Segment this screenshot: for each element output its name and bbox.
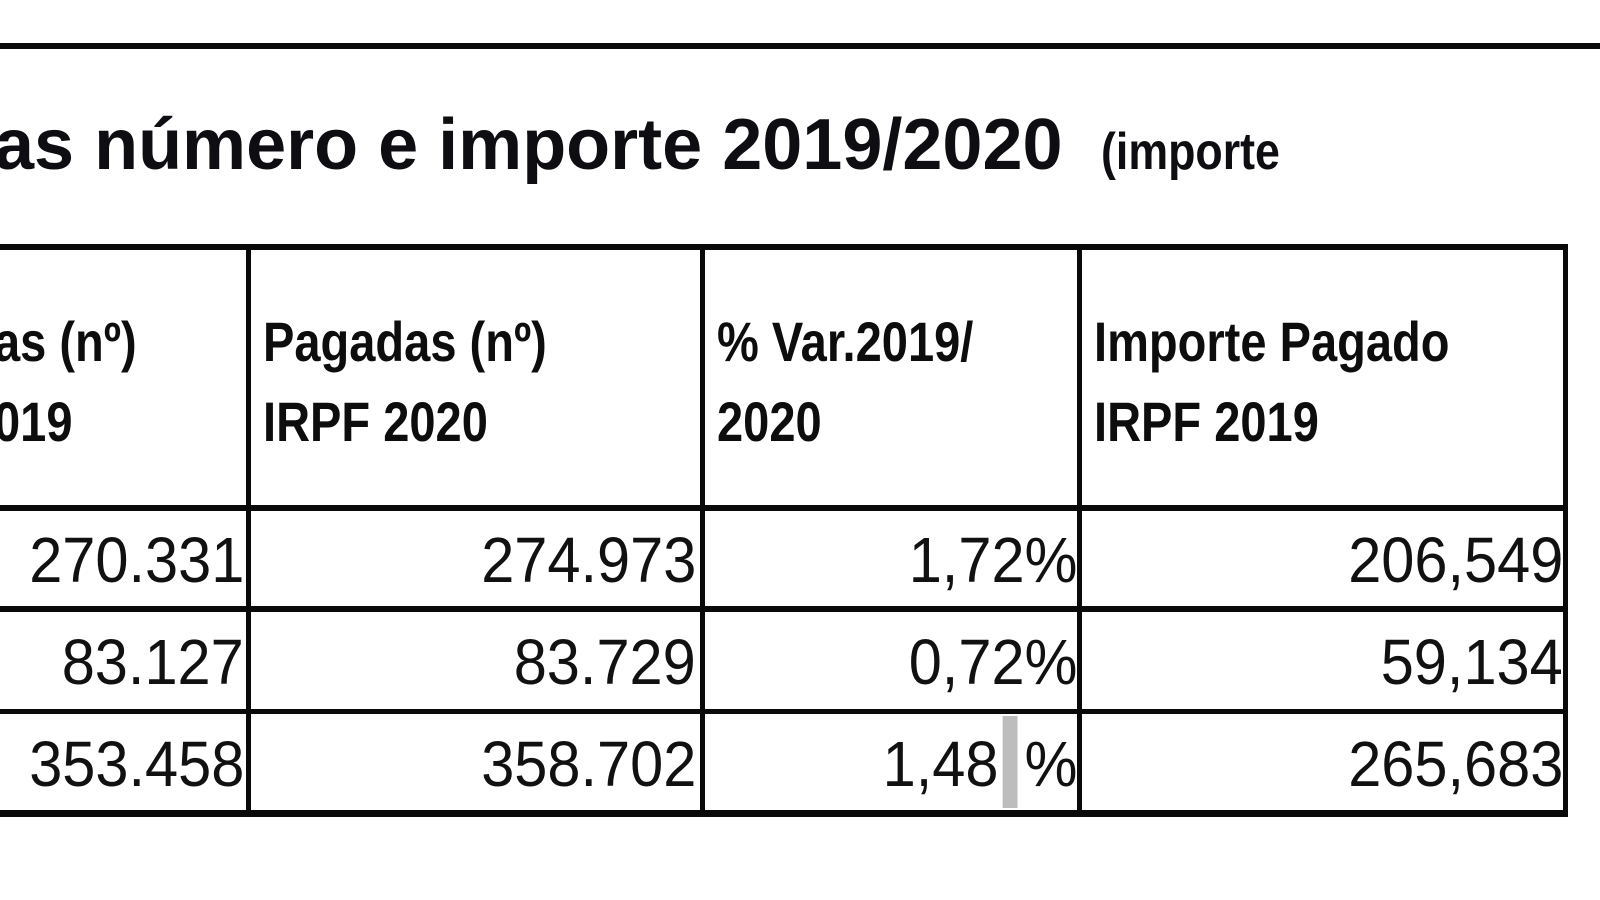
row-1-bottom-border	[0, 606, 1568, 612]
column-divider-1	[246, 244, 251, 816]
table-top-border	[0, 244, 1568, 250]
header-col4-line2: IRPF 2019	[1094, 390, 1319, 453]
header-cell-pagadas-2020[interactable]: Pagadas (nº) IRPF 2020	[251, 250, 700, 505]
table-row-2-col2[interactable]: 83.729	[513, 626, 696, 698]
row-2-bottom-border	[0, 709, 1568, 714]
header-col3-line2: 2020	[717, 390, 822, 453]
header-col2-line1: Pagadas (nº)	[263, 310, 547, 373]
header-bottom-border	[0, 505, 1568, 511]
top-border-rule	[0, 43, 1600, 49]
table-row-1-col2[interactable]: 274.973	[480, 524, 696, 596]
table-row-1-col3[interactable]: 1,72%	[908, 524, 1077, 596]
header-cell-importe-2019[interactable]: Importe Pagado IRPF 2019	[1082, 250, 1563, 505]
title-suffix: (importe	[1100, 123, 1280, 181]
header-col4-line1: Importe Pagado	[1094, 310, 1450, 373]
table-row-1-col1[interactable]: 270.331	[28, 524, 244, 596]
column-divider-2	[700, 244, 705, 816]
title-main: as número e importe	[0, 105, 703, 185]
table-row-2-col1[interactable]: 83.127	[61, 626, 244, 698]
header-col2-line2: IRPF 2020	[263, 390, 488, 453]
table-bottom-border	[0, 810, 1568, 817]
header-col3-line1: % Var.2019/	[717, 310, 974, 373]
table-row-2-col4[interactable]: 59,134	[1380, 626, 1563, 698]
title-years: 2019/2020	[722, 105, 1063, 185]
header-cell-var-2019-2020[interactable]: % Var.2019/ 2020	[705, 250, 1077, 505]
table-row-3-col2[interactable]: 358.702	[480, 728, 696, 800]
table-row-3-col1[interactable]: 353.458	[28, 728, 244, 800]
row-3-var-unit: %	[1024, 728, 1077, 800]
column-divider-4	[1563, 244, 1568, 816]
table-row-3-col3[interactable]: 1,48%	[705, 714, 1077, 810]
row-3-var-value: 1,48	[882, 728, 999, 800]
table-row-3-col4[interactable]: 265,683	[1347, 728, 1563, 800]
text-cursor	[1001, 716, 1017, 808]
table-row-2-col3[interactable]: 0,72%	[908, 626, 1077, 698]
header-col1-line1: as (nº)	[0, 310, 137, 373]
column-divider-3	[1077, 244, 1082, 816]
header-cell-col1[interactable]: as (nº) 019	[0, 250, 246, 505]
header-col1-line2: 019	[0, 390, 73, 453]
table-row-1-col4[interactable]: 206,549	[1347, 524, 1563, 596]
page-title: as número e importe 2019/2020 (importe	[0, 100, 1309, 197]
